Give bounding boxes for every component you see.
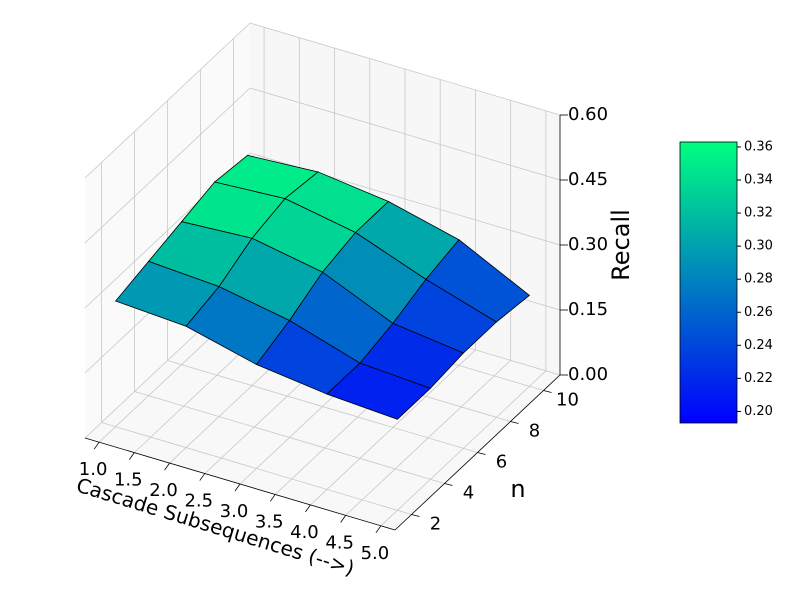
z-axis-label: Recall — [607, 209, 635, 281]
surface — [114, 154, 531, 420]
colorbar-tick-label: 0.34 — [744, 173, 773, 188]
colorbar-tick-label: 0.32 — [744, 206, 773, 221]
grid-line — [84, 22, 251, 179]
x-axis-line — [84, 437, 396, 531]
grid-line — [167, 360, 478, 453]
colorbar-tick-label: 0.20 — [744, 404, 773, 419]
y-axis-label: n — [510, 475, 525, 503]
tick-mark — [305, 504, 311, 513]
colorbar-tick-label: 0.24 — [744, 338, 773, 353]
tick-mark — [444, 483, 453, 486]
x-tick-label: 4.5 — [325, 532, 354, 553]
tick-mark — [234, 483, 241, 492]
grid-line — [84, 87, 251, 244]
x-tick-label: 4.0 — [290, 522, 319, 543]
tick-mark — [375, 525, 382, 534]
tick-mark — [340, 515, 347, 523]
tick-mark — [543, 390, 552, 393]
grid-line — [134, 391, 445, 484]
y-tick-label: 4 — [463, 483, 474, 504]
z-tick-label: 0.60 — [568, 104, 608, 125]
x-tick-label: 3.5 — [255, 511, 284, 532]
grid-line — [101, 422, 412, 515]
tick-mark — [128, 452, 135, 460]
x-tick-label: 5.0 — [361, 543, 390, 564]
z-tick-label: 0.45 — [568, 169, 608, 190]
grid-line — [249, 87, 561, 181]
y-tick-label: 2 — [430, 514, 441, 535]
x-tick-label: 2.0 — [149, 480, 178, 501]
x-tick-label: 1.0 — [79, 459, 108, 480]
z-tick-label: 0.15 — [568, 299, 608, 320]
z-tick-label: 0.30 — [568, 234, 608, 255]
surface-face — [326, 362, 432, 420]
tick-mark — [199, 473, 206, 481]
axis-labels: 1.0 1.5 2.0 2.5 3.0 3.5 4.0 4.5 5.0 2 4 6 8 10 0.00 0.1… — [79, 104, 608, 564]
colorbar-tick-label: 0.28 — [744, 272, 773, 287]
grid-line — [249, 22, 561, 116]
tick-mark — [164, 462, 170, 471]
tick-mark — [510, 421, 519, 424]
colorbar-tick-label: 0.26 — [744, 305, 773, 320]
tick-mark — [269, 494, 276, 502]
x-tick-label: 3.0 — [220, 501, 249, 522]
x-tick-label: 1.5 — [114, 470, 143, 491]
x-tick-label: 2.5 — [184, 491, 213, 512]
colorbar-tick-label: 0.30 — [744, 239, 773, 254]
colorbar-tick-label: 0.36 — [744, 139, 773, 154]
y-axis-line — [394, 374, 561, 531]
y-tick-label: 10 — [556, 390, 579, 411]
z-tick-label: 0.00 — [568, 364, 608, 385]
colorbar-tick-label: 0.22 — [744, 371, 773, 386]
tick-mark — [93, 441, 100, 450]
y-tick-label: 8 — [529, 421, 540, 442]
tick-mark — [411, 514, 420, 517]
colorbar — [679, 141, 738, 424]
y-tick-label: 6 — [496, 452, 507, 473]
tick-mark — [477, 452, 486, 455]
